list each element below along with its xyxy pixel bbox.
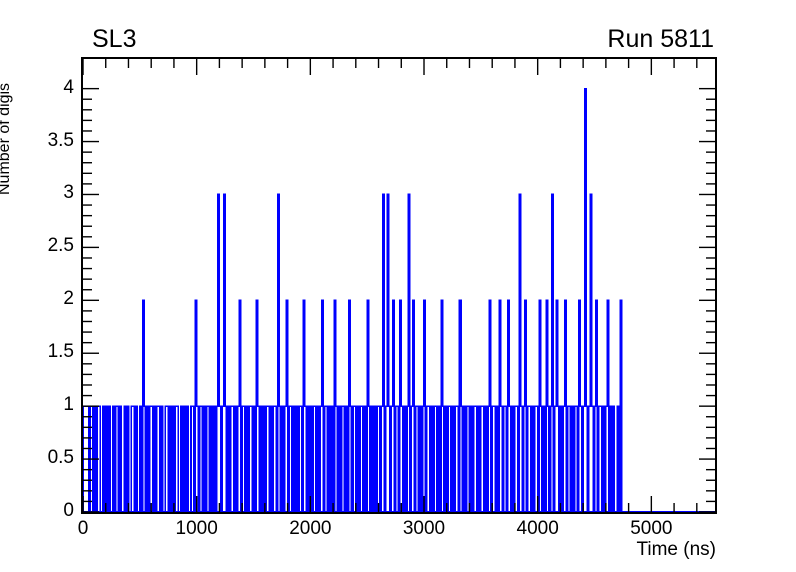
y-tick-label: 2: [63, 288, 74, 310]
y-tick-label: 3: [63, 182, 74, 204]
x-tick-label: 4000: [516, 518, 559, 539]
y-tick-label: 2.5: [47, 235, 74, 257]
y-tick-label: 1: [63, 394, 74, 416]
histogram-series: [83, 87, 715, 512]
y-axis-title: Number of digis: [0, 82, 13, 195]
x-tick-label: 2000: [289, 518, 332, 539]
y-tick-label: 4: [63, 76, 74, 98]
y-tick-label: 3.5: [47, 129, 74, 151]
y-tick-label: 0: [63, 500, 74, 521]
y-tick-label: 0.5: [47, 447, 74, 469]
plot-area: [83, 59, 715, 512]
plot-frame: [81, 57, 717, 514]
pad-title-right: Run 5811: [607, 25, 714, 53]
pad-title-left: SL3: [92, 25, 137, 53]
x-tick-label: 0: [77, 518, 89, 539]
y-tick-label: 1.5: [47, 341, 74, 363]
axis-ticks: [83, 59, 715, 512]
x-axis-title: Time (ns): [636, 539, 716, 560]
x-tick-label: 3000: [402, 518, 446, 539]
x-tick-label: 5000: [630, 518, 673, 539]
x-tick-label: 1000: [175, 518, 218, 539]
